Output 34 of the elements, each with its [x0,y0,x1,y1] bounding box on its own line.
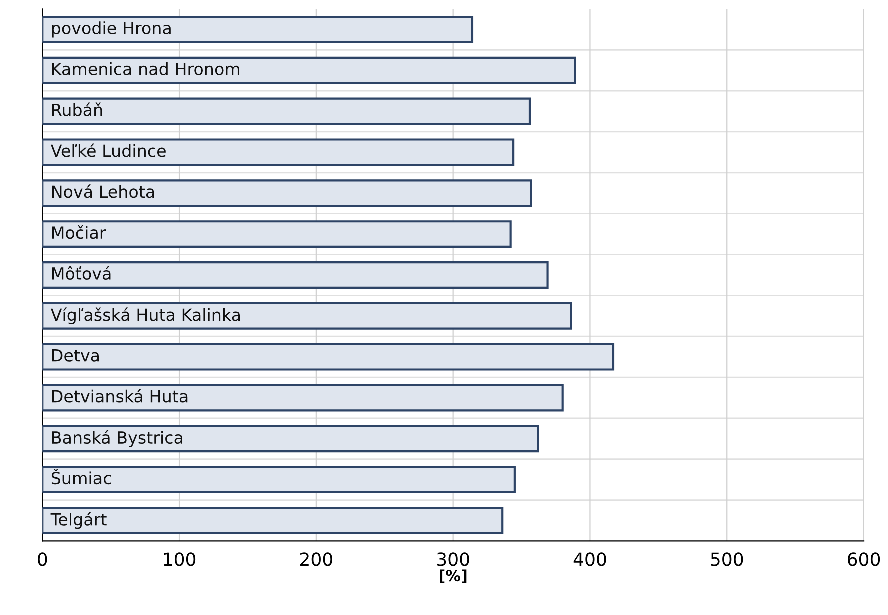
y-tick-label: Banská Bystrica [52,430,182,448]
y-tick-label: Vígľašská Huta Kalinka [50,308,240,325]
bar [42,98,532,126]
y-tick-label: Rubáň [52,102,102,116]
x-tick-label: 300 [437,552,470,566]
y-tick-label: Nová Lehota [52,184,154,198]
bar [42,425,540,453]
bar [42,343,615,371]
bar [42,302,572,330]
y-tick-label: Veľké Ludince [50,144,166,158]
y-tick-label: Kamenica nad Hronom [52,62,240,76]
bar [42,466,516,494]
bar [42,56,576,84]
bar [42,384,564,412]
y-tick-label: Detvianská Huta [52,389,188,403]
x-tick-label: 400 [574,552,606,566]
x-tick-label: 0 [38,552,48,566]
x-tick-label: 100 [164,552,196,566]
bar [42,220,512,248]
x-tick-label: 200 [300,552,332,566]
y-tick-label: povodie Hrona [52,22,171,38]
x-axis-title: [%] [440,570,467,584]
y-tick-label: Šumiac [52,468,112,485]
y-tick-label: Detva [52,350,100,362]
x-tick-label: 600 [848,552,880,566]
bar [42,507,504,534]
x-tick-label: 500 [711,552,744,566]
y-tick-label: Močiar [52,226,106,240]
bar [42,180,532,208]
y-tick-label: Môťová [52,266,111,280]
y-tick-label: Telgárt [50,512,107,530]
bar [42,16,474,44]
bar [42,138,515,166]
bar [42,261,549,289]
